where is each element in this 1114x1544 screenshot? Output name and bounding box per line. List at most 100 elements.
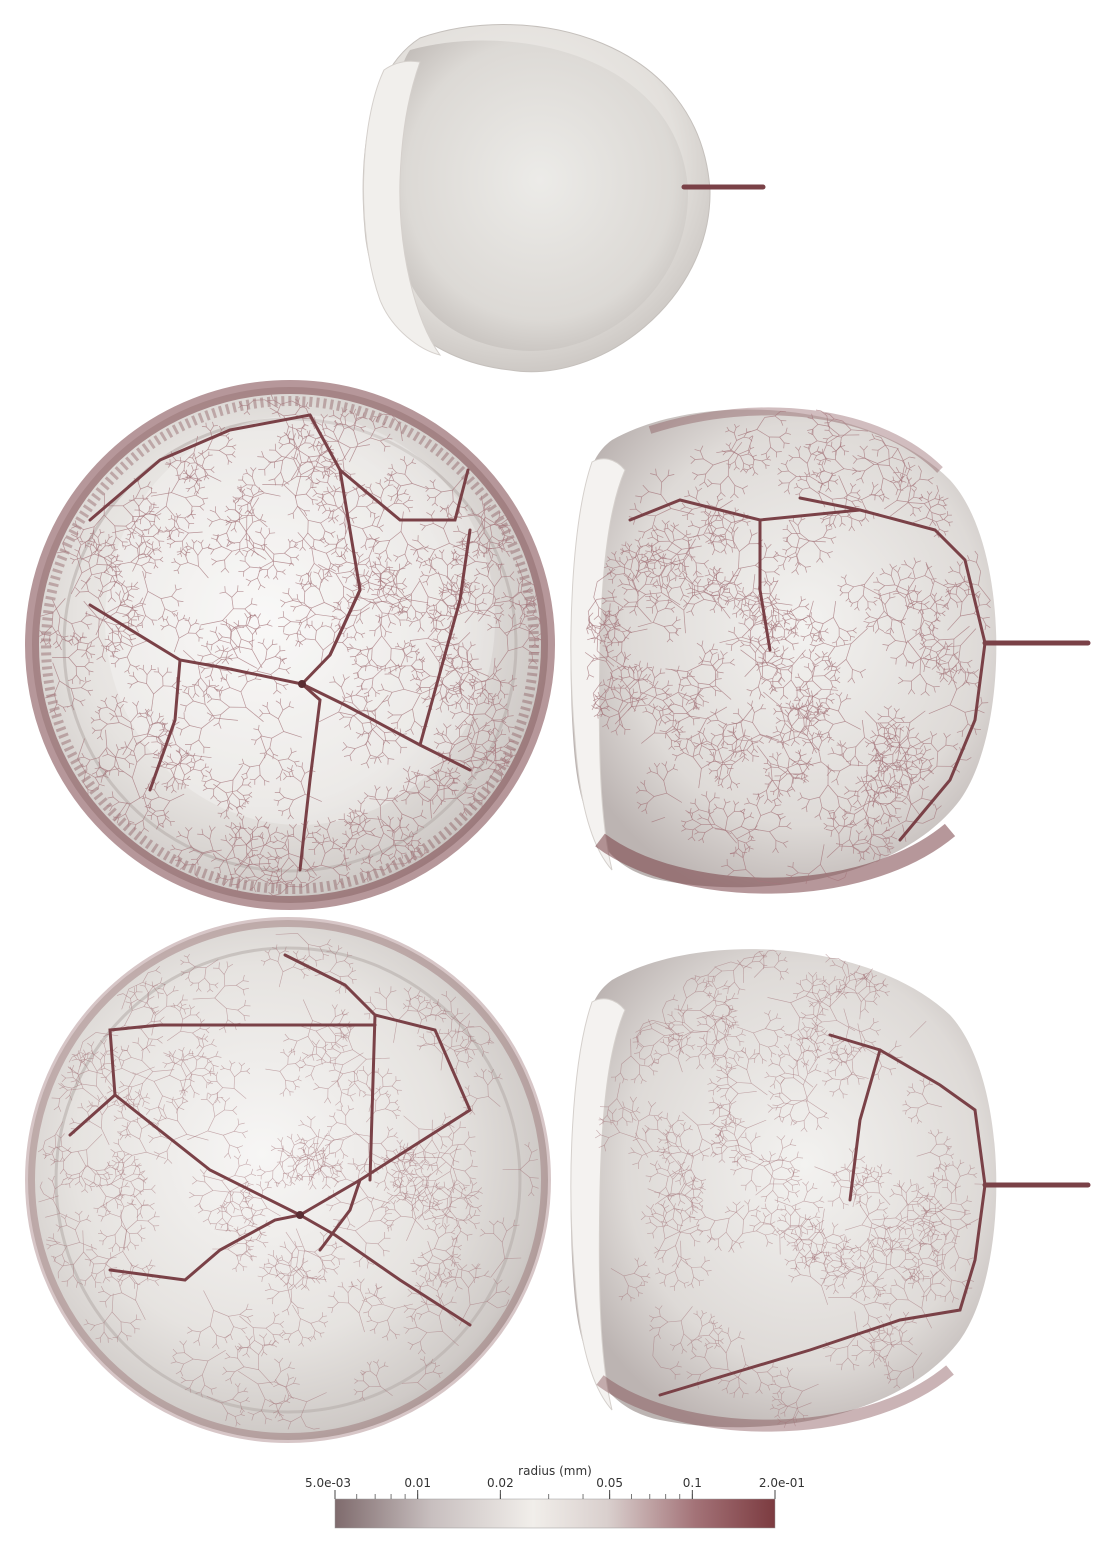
fine-vessel — [271, 411, 278, 415]
fine-vessel — [361, 844, 365, 850]
fine-vessel — [400, 665, 407, 670]
fine-vessel — [173, 856, 179, 859]
fine-vessel — [391, 731, 397, 737]
fine-vessel — [361, 653, 368, 658]
fine-vessel — [371, 711, 376, 717]
fine-vessel — [360, 584, 366, 589]
fine-vessel — [315, 460, 325, 467]
fine-vessel — [449, 685, 455, 687]
fine-vessel — [115, 536, 123, 543]
fine-vessel — [449, 656, 454, 660]
fine-vessel — [406, 599, 429, 604]
fine-vessel — [494, 613, 498, 620]
fine-vessel — [209, 630, 216, 633]
fine-vessel — [178, 855, 181, 861]
fine-vessel — [157, 529, 159, 535]
fine-vessel — [269, 407, 284, 417]
fine-vessel — [366, 502, 373, 508]
fine-vessel — [188, 545, 194, 550]
fine-vessel — [377, 617, 381, 623]
fine-vessel — [322, 641, 334, 651]
fine-vessel — [112, 651, 115, 657]
fine-vessel — [126, 585, 135, 588]
fine-vessel — [345, 875, 350, 880]
fine-vessel — [468, 690, 476, 700]
fine-vessel — [253, 542, 262, 546]
fine-vessel — [93, 533, 99, 538]
fine-vessel — [321, 625, 327, 627]
fine-vessel — [130, 713, 138, 723]
fine-vessel — [350, 636, 355, 639]
fine-vessel — [220, 706, 230, 715]
fine-vessel — [181, 753, 187, 757]
fine-vessel — [119, 703, 124, 709]
fine-vessel — [353, 430, 359, 445]
fine-vessel — [355, 743, 367, 749]
fine-vessel — [363, 792, 369, 797]
fine-vessel — [451, 550, 454, 555]
fine-vessel — [505, 758, 510, 761]
fine-vessel — [68, 657, 77, 667]
fine-vessel — [133, 585, 140, 590]
fine-vessel — [345, 692, 352, 697]
fine-vessel — [349, 656, 356, 658]
fine-vessel — [248, 863, 271, 865]
fine-vessel — [181, 725, 190, 730]
fine-vessel — [218, 722, 222, 729]
fine-vessel — [186, 763, 191, 768]
fine-vessel — [393, 840, 397, 850]
fine-vessel — [411, 834, 414, 841]
fine-vessel — [377, 689, 384, 692]
fine-vessel — [308, 435, 316, 440]
fine-vessel — [375, 859, 381, 863]
fine-vessel — [200, 767, 206, 772]
fine-vessel — [378, 614, 383, 636]
fine-vessel — [471, 675, 474, 680]
fine-vessel — [201, 450, 204, 455]
fine-vessel — [489, 732, 494, 736]
fine-vessel — [485, 748, 496, 760]
fine-vessel — [118, 768, 133, 778]
fine-vessel — [171, 479, 180, 493]
fine-vessel — [173, 613, 178, 617]
fine-vessel — [369, 587, 374, 592]
fine-vessel — [115, 757, 120, 769]
fine-vessel — [202, 692, 207, 698]
fine-vessel — [303, 510, 308, 517]
fine-vessel — [365, 564, 370, 570]
fine-vessel — [467, 513, 474, 515]
fine-vessel — [459, 724, 463, 730]
fine-vessel — [367, 868, 375, 874]
fine-vessel — [402, 503, 409, 509]
fine-vessel — [360, 848, 365, 852]
fine-vessel — [123, 700, 128, 703]
fine-vessel — [417, 847, 421, 852]
fine-vessel — [461, 585, 467, 597]
fine-vessel — [185, 827, 189, 832]
fine-vessel — [296, 633, 302, 635]
fine-vessel — [430, 618, 435, 624]
fine-vessel — [391, 472, 397, 476]
fine-vessel — [92, 730, 96, 734]
fine-vessel — [411, 580, 420, 594]
fine-vessel — [389, 825, 395, 834]
fine-vessel — [220, 676, 223, 682]
fine-vessel — [306, 866, 313, 871]
fine-vessel — [455, 767, 458, 772]
fine-vessel — [469, 541, 478, 544]
fine-vessel — [279, 650, 286, 652]
fine-vessel — [234, 528, 237, 533]
fine-vessel — [326, 503, 337, 507]
fine-vessel — [468, 672, 482, 682]
fine-vessel — [335, 573, 344, 587]
fine-vessel — [408, 832, 411, 837]
fine-vessel — [127, 821, 130, 827]
fine-vessel — [343, 469, 351, 475]
fine-vessel — [363, 691, 369, 695]
fine-vessel — [434, 488, 442, 493]
fine-vessel — [439, 508, 444, 513]
fine-vessel — [459, 656, 468, 661]
shell-side-view — [362, 24, 766, 373]
fine-vessel — [243, 763, 251, 768]
fine-vessel — [485, 724, 490, 727]
